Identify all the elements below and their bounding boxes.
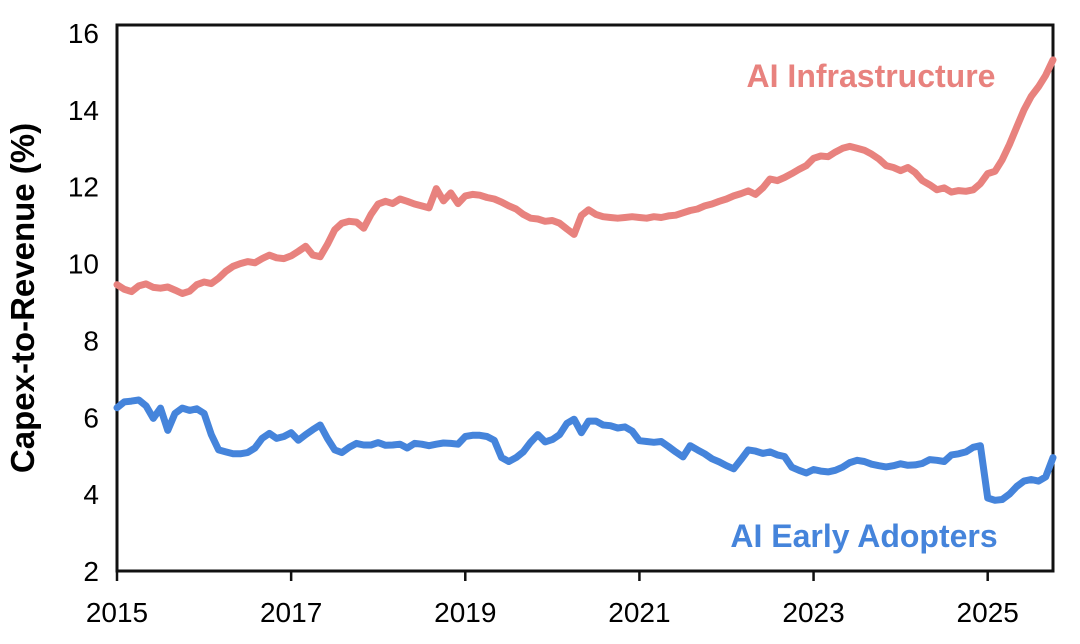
x-axis-tick-label: 2023 <box>782 597 844 628</box>
x-axis-tick-label: 2019 <box>434 597 496 628</box>
y-axis-tick-label: 12 <box>68 172 99 203</box>
y-axis-tick-label: 16 <box>68 18 99 49</box>
x-axis-tick-label: 2021 <box>608 597 670 628</box>
series-line-ai-early-adopters <box>113 396 1057 504</box>
y-axis-tick-label: 4 <box>83 479 99 510</box>
x-axis-tick-label: 2015 <box>86 597 148 628</box>
y-axis-tick-label: 6 <box>83 402 99 433</box>
x-axis-tick-label: 2025 <box>957 597 1019 628</box>
series-label-ai-infrastructure: AI Infrastructure <box>747 58 996 94</box>
y-axis-title: Capex-to-Revenue (%) <box>4 123 41 473</box>
y-axis-tick-label: 8 <box>83 325 99 356</box>
x-axis-tick-label: 2017 <box>260 597 322 628</box>
series-label-ai-early-adopters: AI Early Adopters <box>730 518 997 554</box>
y-axis-tick-label: 14 <box>68 95 99 126</box>
plot-border <box>115 23 1055 573</box>
series-line-ai-infrastructure <box>113 56 1057 297</box>
y-axis-tick-label: 10 <box>68 249 99 280</box>
y-axis-tick-label: 2 <box>83 556 99 587</box>
